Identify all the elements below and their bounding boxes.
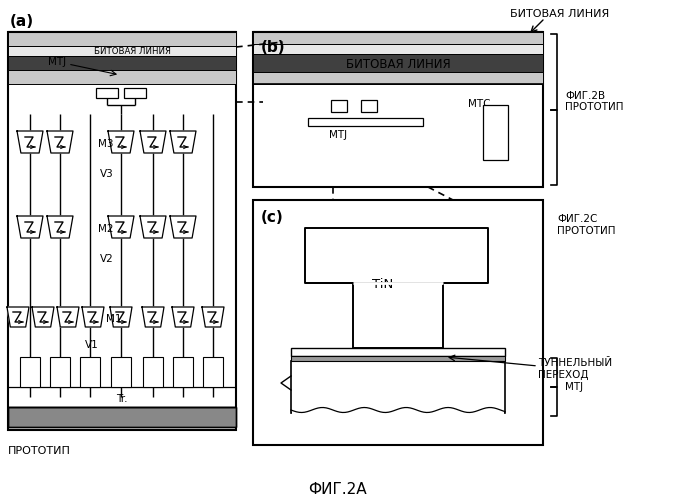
Bar	[253, 200, 543, 445]
Bar	[8, 407, 236, 427]
Text: ФИГ.2А: ФИГ.2А	[308, 482, 366, 498]
Text: V2: V2	[100, 254, 114, 264]
Text: TiN: TiN	[372, 278, 394, 291]
Bar	[353, 283, 443, 348]
Bar	[96, 88, 118, 98]
Text: Tr.: Tr.	[116, 394, 128, 404]
Polygon shape	[170, 131, 196, 153]
Bar	[291, 361, 505, 413]
Polygon shape	[32, 307, 54, 327]
Polygon shape	[47, 131, 73, 153]
Polygon shape	[140, 131, 166, 153]
Text: (b): (b)	[261, 40, 286, 56]
Text: (c): (c)	[261, 210, 284, 226]
Text: БИТОВАЯ ЛИНИЯ: БИТОВАЯ ЛИНИЯ	[94, 46, 171, 56]
Bar	[253, 44, 543, 54]
Polygon shape	[108, 131, 134, 153]
Bar	[8, 32, 236, 46]
Polygon shape	[7, 307, 29, 327]
Text: БИТОВАЯ ЛИНИЯ: БИТОВАЯ ЛИНИЯ	[346, 58, 450, 71]
Bar	[331, 100, 347, 112]
Text: ПРОТОТИП: ПРОТОТИП	[8, 446, 71, 456]
Bar	[253, 54, 543, 72]
Text: MTJ: MTJ	[329, 130, 347, 140]
Bar	[253, 32, 543, 44]
Bar	[20, 357, 40, 387]
Bar	[8, 32, 236, 430]
Polygon shape	[202, 307, 224, 327]
Bar	[305, 228, 488, 283]
Bar	[8, 70, 236, 84]
Bar	[483, 105, 508, 160]
Text: M3: M3	[98, 139, 113, 149]
Bar	[143, 357, 163, 387]
Bar	[50, 357, 70, 387]
Text: M2: M2	[98, 224, 113, 234]
Bar	[8, 407, 236, 427]
Text: БИТОВАЯ ЛИНИЯ: БИТОВАЯ ЛИНИЯ	[510, 9, 609, 19]
Polygon shape	[17, 216, 43, 238]
Text: MTJ: MTJ	[48, 57, 66, 67]
Text: МТС: МТС	[468, 99, 491, 109]
Bar	[8, 56, 236, 70]
Text: V3: V3	[100, 169, 114, 179]
Text: ФИГ.2В
ПРОТОТИП: ФИГ.2В ПРОТОТИП	[565, 90, 623, 112]
Polygon shape	[110, 307, 132, 327]
Text: M1: M1	[106, 314, 121, 324]
Bar	[361, 100, 377, 112]
Polygon shape	[82, 307, 104, 327]
Bar	[111, 357, 131, 387]
Text: ФИГ.2С
ПРОТОТИП: ФИГ.2С ПРОТОТИП	[557, 214, 615, 236]
Polygon shape	[172, 307, 194, 327]
Text: (a): (a)	[10, 14, 34, 29]
Polygon shape	[17, 131, 43, 153]
Bar	[291, 348, 505, 356]
Bar	[253, 72, 543, 84]
Bar	[173, 357, 193, 387]
Polygon shape	[142, 307, 164, 327]
Bar	[253, 32, 543, 187]
Polygon shape	[57, 307, 79, 327]
Bar	[203, 357, 223, 387]
Text: V1: V1	[85, 340, 99, 350]
Bar	[308, 118, 423, 126]
Bar	[80, 357, 100, 387]
Text: ТУННЕЛЬНЫЙ
ПЕРЕХОД: ТУННЕЛЬНЫЙ ПЕРЕХОД	[538, 358, 612, 380]
Polygon shape	[140, 216, 166, 238]
Bar	[291, 356, 505, 361]
Polygon shape	[108, 216, 134, 238]
Text: MTJ: MTJ	[565, 382, 583, 392]
Polygon shape	[47, 216, 73, 238]
Bar	[124, 88, 146, 98]
Bar	[8, 46, 236, 56]
Polygon shape	[170, 216, 196, 238]
